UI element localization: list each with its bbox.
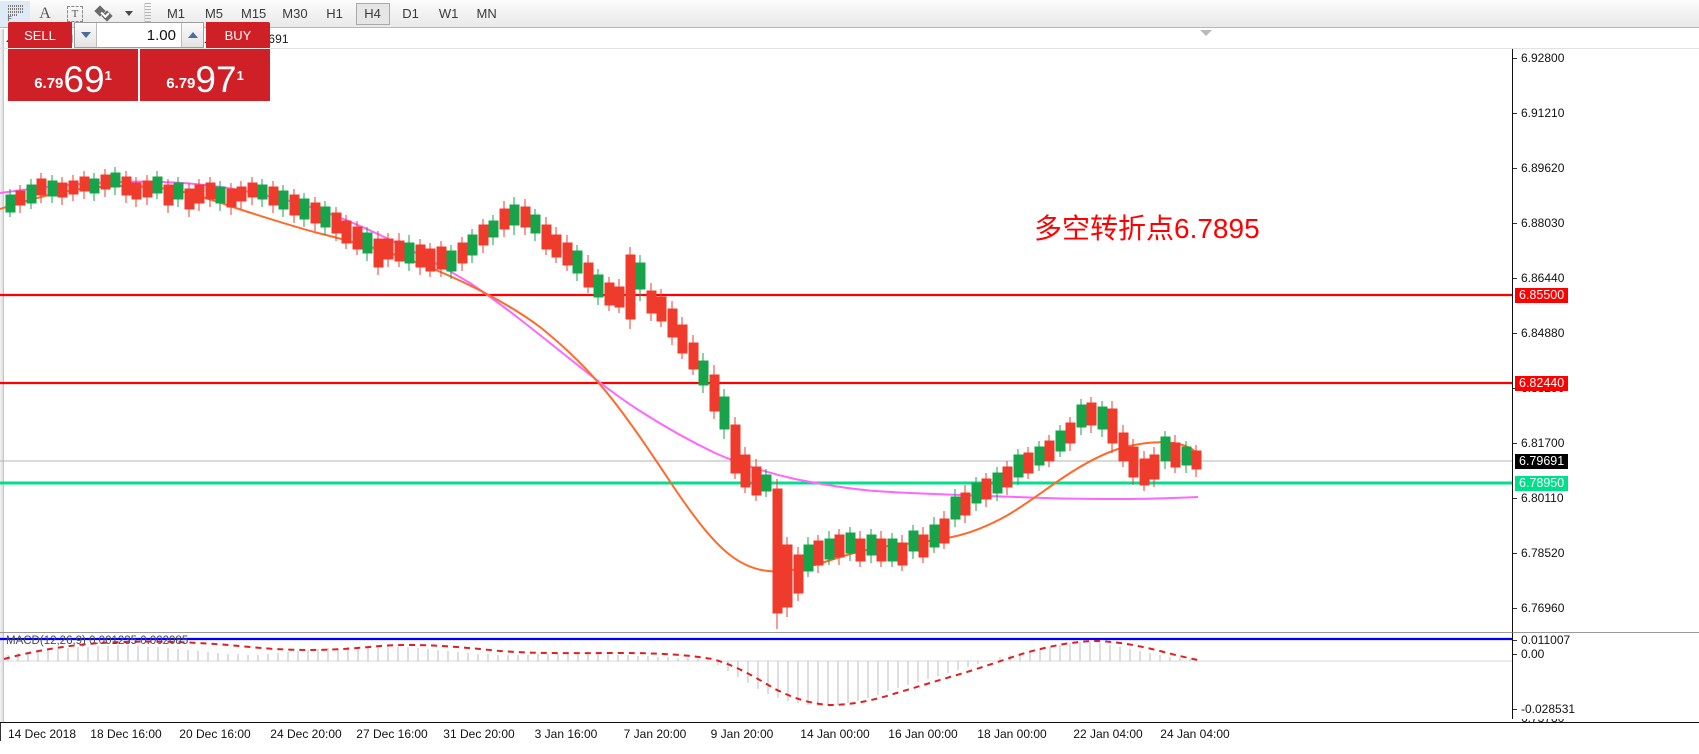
- timeframe-m5[interactable]: M5: [197, 3, 231, 25]
- price-tick: 6.89620: [1513, 162, 1564, 175]
- price-chart-svg: [0, 167, 1512, 641]
- shapes-glyph: [94, 4, 114, 22]
- time-tick: 16 Jan 00:00: [888, 727, 958, 741]
- volume-decrement-button[interactable]: [75, 23, 97, 47]
- price-label-resistance-1[interactable]: 6.85500: [1515, 288, 1569, 303]
- price-tick: 6.91210: [1513, 107, 1564, 120]
- timeframe-m1[interactable]: M1: [159, 3, 193, 25]
- text-label-icon[interactable]: A: [30, 1, 60, 27]
- time-tick: 18 Jan 00:00: [977, 727, 1047, 741]
- buy-price-big: 97: [195, 59, 237, 100]
- macd-scale-zero: 0.00: [1512, 647, 1545, 661]
- macd-signal-line: [3, 639, 1199, 707]
- sell-price-point: 1: [104, 68, 112, 83]
- time-tick: 3 Jan 16:00: [534, 727, 598, 741]
- sell-price-button[interactable]: 6.79 69 1: [8, 49, 138, 101]
- price-tick: 6.81700: [1513, 437, 1564, 450]
- chart-annotation-text[interactable]: 多空转折点6.7895: [1034, 213, 1260, 244]
- text-box-glyph: T: [67, 5, 83, 22]
- time-tick: 14 Dec 2018: [7, 727, 77, 741]
- chevron-down-icon[interactable]: [120, 1, 138, 27]
- timeframe-h4-label: H4: [364, 6, 381, 21]
- timeframe-h1[interactable]: H1: [318, 3, 352, 25]
- price-tick: 6.88030: [1513, 217, 1564, 230]
- buy-price-prefix: 6.79: [166, 75, 196, 92]
- price-label-pivot[interactable]: 6.78950: [1515, 476, 1569, 491]
- timeframe-m5-label: M5: [204, 6, 224, 21]
- timeframe-h4[interactable]: H4: [355, 2, 390, 25]
- candlestick-series: [5, 167, 1202, 629]
- chart-left-edge: [0, 29, 4, 754]
- buy-price-button[interactable]: 6.79 97 1: [140, 49, 270, 101]
- indicators-glyph: F: [7, 4, 23, 23]
- timeframe-m15[interactable]: M15: [235, 3, 272, 25]
- time-tick: 24 Dec 20:00: [270, 727, 342, 741]
- trade-panel-prices: 6.79 69 1 6.79 97 1: [8, 49, 270, 101]
- macd-chart-svg: [0, 639, 1512, 707]
- toolbar-separator: [144, 2, 151, 25]
- macd-scale-top: 0.011007: [1512, 633, 1571, 647]
- buy-price-point: 1: [236, 68, 244, 83]
- time-tick: 27 Dec 16:00: [356, 727, 428, 741]
- scroll-handle-icon[interactable]: [1200, 30, 1212, 36]
- price-label-resistance-2[interactable]: 6.82440: [1515, 376, 1569, 391]
- timeframe-mn-label: MN: [476, 6, 497, 21]
- timeframe-mn[interactable]: MN: [470, 3, 504, 25]
- volume-stepper[interactable]: 1.00: [74, 22, 204, 48]
- time-tick: 20 Dec 16:00: [179, 727, 251, 741]
- chevron-down-glyph: [125, 11, 133, 16]
- price-tick: 6.76960: [1513, 602, 1564, 615]
- timeframe-m1-label: M1: [166, 6, 186, 21]
- timeframe-m30[interactable]: M30: [276, 3, 313, 25]
- price-plot-area[interactable]: 多空转折点6.7895: [0, 49, 1512, 719]
- time-axis[interactable]: 14 Dec 2018 18 Dec 16:00 20 Dec 16:00 24…: [0, 722, 1699, 754]
- trade-panel-header: SELL 1.00 BUY: [8, 22, 270, 48]
- time-axis-origin: [0, 723, 1, 741]
- macd-label: MACD(12,26,9) 0.001235 0.002085: [6, 635, 189, 647]
- sell-price-big: 69: [63, 59, 105, 100]
- volume-increment-button[interactable]: [181, 23, 203, 47]
- macd-scale-bottom: -0.028531: [1512, 702, 1576, 716]
- text-label-glyph: A: [39, 4, 51, 22]
- macd-subwindow[interactable]: MACD(12,26,9) 0.001235 0.002085: [0, 632, 1512, 719]
- time-tick: 31 Dec 20:00: [443, 727, 515, 741]
- one-click-trading-panel[interactable]: SELL 1.00 BUY 6.79 69 1: [8, 22, 270, 122]
- timeframe-m30-label: M30: [282, 6, 308, 21]
- price-tick: 6.78520: [1513, 547, 1564, 560]
- volume-input[interactable]: 1.00: [146, 26, 176, 44]
- time-tick: 18 Dec 16:00: [90, 727, 162, 741]
- caret-up-icon: [187, 32, 198, 38]
- price-tick: 6.84880: [1513, 327, 1564, 340]
- price-tick: 6.86440: [1513, 272, 1564, 285]
- price-tick: 6.80110: [1513, 492, 1564, 505]
- chart-window: USDCNH-,H4 6.79677 6.79707 6.79677 6.796…: [0, 29, 1699, 754]
- time-tick: 14 Jan 00:00: [800, 727, 870, 741]
- macd-histogram: [7, 642, 1191, 706]
- time-tick: 24 Jan 04:00: [1160, 727, 1230, 741]
- timeframe-w1-label: W1: [438, 6, 459, 21]
- ma-fast-line: [0, 185, 1199, 573]
- ma-slow-line: [0, 180, 1199, 501]
- time-tick: 22 Jan 04:00: [1073, 727, 1143, 741]
- sell-button[interactable]: SELL: [8, 22, 72, 48]
- timeframe-d1[interactable]: D1: [394, 3, 428, 25]
- price-label-last: 6.79691: [1515, 454, 1569, 469]
- macd-axis: 0.011007 0.00 -0.028531: [1512, 632, 1699, 719]
- price-axis[interactable]: 6.92800 6.91210 6.89620 6.88030 6.86440 …: [1512, 49, 1699, 725]
- sell-price-prefix: 6.79: [34, 75, 64, 92]
- time-tick: 9 Jan 20:00: [710, 727, 774, 741]
- timeframe-h1-label: H1: [326, 6, 343, 21]
- price-tick: 6.92800: [1513, 52, 1564, 65]
- text-box-icon[interactable]: T: [60, 1, 90, 27]
- timeframe-m15-label: M15: [241, 6, 267, 21]
- buy-button[interactable]: BUY: [206, 22, 270, 48]
- time-tick: 7 Jan 20:00: [623, 727, 687, 741]
- caret-down-icon: [80, 32, 91, 38]
- timeframe-w1[interactable]: W1: [432, 3, 466, 25]
- timeframe-d1-label: D1: [402, 6, 419, 21]
